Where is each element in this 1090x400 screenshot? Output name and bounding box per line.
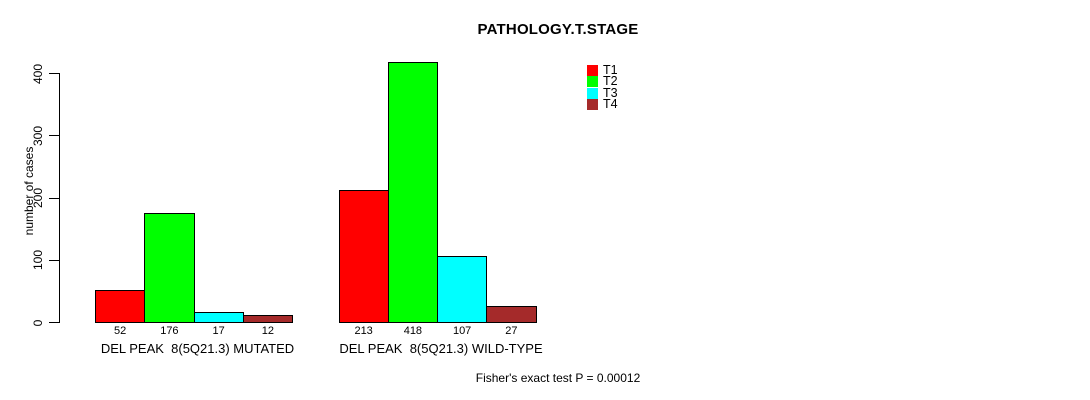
bar-value-label: 176 [160,325,179,337]
legend-label-t4: T4 [603,97,618,112]
legend-swatch-t3 [587,87,598,99]
legend-swatch-t2 [587,76,598,88]
annotation-text: Fisher's exact test P = 0.00012 [475,371,641,385]
bar-value-label: 107 [452,325,472,337]
legend-label-t2: T2 [603,74,618,89]
y-axis-tick [49,259,59,261]
y-axis-tick-label: 0 [30,319,45,326]
y-axis-tick-label: 300 [30,125,45,146]
bar-t2-mutated [144,212,195,324]
chart-title: PATHOLOGY.T.STAGE [477,21,639,38]
bar-t4-mutated [242,315,293,324]
group-label-mutated: DEL PEAK 8(5Q21.3) MUTATED [100,341,295,356]
bar-value-label: 52 [114,325,127,337]
y-axis-tick [49,322,59,323]
bar-value-label: 213 [354,325,373,337]
bar-t1-wild-type [338,189,389,324]
bar-t1-mutated [95,290,146,324]
bar-value-label: 418 [403,325,423,337]
legend-label-t3: T3 [603,85,618,100]
y-axis-tick-label: 100 [30,250,45,271]
bar-value-label: 17 [212,325,225,337]
bar-t2-wild-type [387,62,438,324]
y-axis-tick [49,197,59,199]
legend-swatch-t1 [587,65,598,76]
group-label-wild-type: DEL PEAK 8(5Q21.3) WILD-TYPE [339,341,543,356]
bar-value-label: 27 [505,325,518,337]
y-axis-tick-label: 400 [30,63,45,84]
bar-value-label: 12 [261,325,274,337]
y-axis-tick [49,73,59,74]
y-axis-tick-label: 200 [30,187,45,209]
legend-swatch-t4 [587,99,598,111]
legend-label-t1: T1 [603,63,618,77]
bar-t4-wild-type [486,305,537,324]
y-axis-line [58,73,60,323]
y-axis-tick [49,135,59,137]
bar-t3-wild-type [437,255,488,324]
bar-t3-mutated [193,311,244,324]
